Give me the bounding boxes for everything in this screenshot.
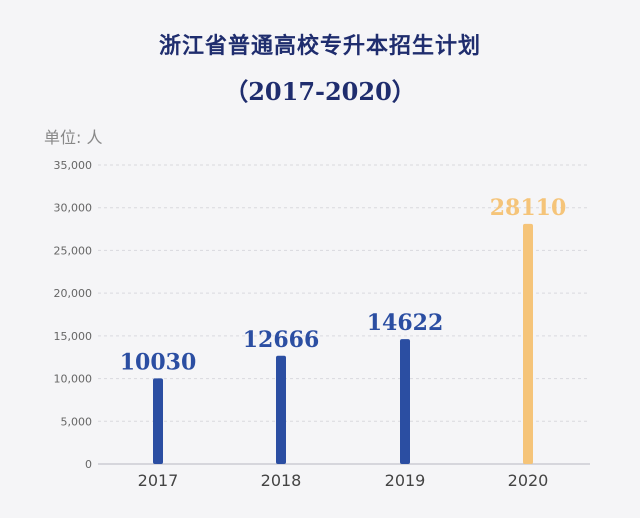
x-tick-label-2018: 2018	[261, 471, 302, 490]
y-tick-label: 20,000	[54, 287, 93, 300]
value-label-2020: 28110	[490, 195, 567, 221]
bar-2020	[523, 223, 533, 464]
y-tick-label: 15,000	[54, 330, 93, 343]
y-tick-label: 30,000	[54, 202, 93, 215]
bar-2019	[400, 339, 410, 464]
value-label-2018: 12666	[243, 327, 320, 353]
chart-title: 浙江省普通高校专升本招生计划	[158, 33, 481, 59]
y-tick-label: 10,000	[54, 373, 93, 386]
x-tick-label-2017: 2017	[138, 471, 179, 490]
chart-subtitle: （2017-2020）	[224, 77, 416, 106]
bar-2017	[153, 378, 163, 464]
x-tick-label-2019: 2019	[385, 471, 426, 490]
y-tick-label: 5,000	[61, 415, 93, 428]
x-tick-label-2020: 2020	[508, 471, 549, 490]
value-label-2019: 14622	[367, 310, 444, 336]
value-label-2017: 10030	[120, 349, 197, 375]
y-tick-label: 35,000	[54, 159, 93, 172]
y-tick-label: 0	[85, 458, 92, 471]
y-tick-label: 25,000	[54, 244, 93, 257]
bar-2018	[276, 355, 286, 464]
y-axis-unit-label: 单位: 人	[44, 128, 103, 147]
